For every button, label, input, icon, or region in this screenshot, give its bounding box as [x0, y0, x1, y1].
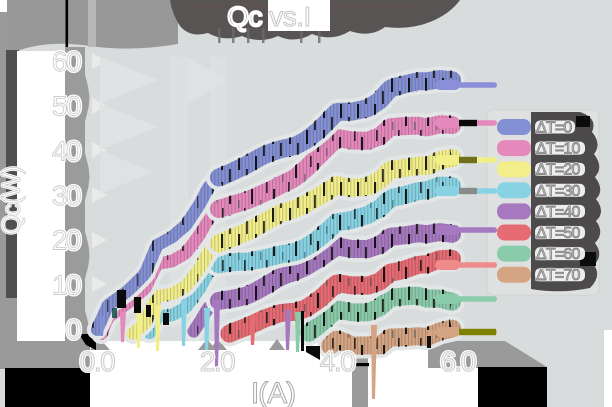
svg-text:4.0: 4.0 — [320, 346, 355, 377]
svg-text:ΔT=30: ΔT=30 — [536, 183, 581, 200]
svg-text:Qc vs.I: Qc vs.I — [227, 1, 311, 32]
svg-text:0.0: 0.0 — [80, 346, 115, 377]
svg-text:ΔT=20: ΔT=20 — [536, 162, 581, 179]
svg-text:40: 40 — [52, 135, 81, 166]
svg-text:6.0: 6.0 — [440, 346, 475, 377]
svg-text:4.0: 4.0 — [320, 346, 355, 377]
svg-text:ΔT=60: ΔT=60 — [536, 246, 581, 263]
svg-text:ΔT=10: ΔT=10 — [536, 141, 581, 158]
svg-text:50: 50 — [52, 91, 81, 122]
svg-text:ΔT=70: ΔT=70 — [536, 267, 581, 284]
svg-text:ΔT=70: ΔT=70 — [536, 267, 581, 284]
svg-text:Qc(W): Qc(W) — [0, 166, 26, 234]
svg-text:ΔT=0: ΔT=0 — [536, 120, 572, 137]
svg-text:ΔT=60: ΔT=60 — [536, 246, 581, 263]
svg-text:ΔT=0: ΔT=0 — [536, 120, 572, 137]
svg-text:ΔT=50: ΔT=50 — [536, 225, 581, 242]
svg-text:2.0: 2.0 — [200, 346, 235, 377]
svg-text:60: 60 — [52, 46, 81, 77]
svg-text:6.0: 6.0 — [440, 346, 475, 377]
svg-text:30: 30 — [52, 180, 81, 211]
svg-text:Qc vs.I: Qc vs.I — [227, 1, 311, 32]
svg-text:ΔT=30: ΔT=30 — [536, 183, 581, 200]
svg-text:0.0: 0.0 — [80, 346, 115, 377]
svg-text:0: 0 — [66, 314, 81, 345]
svg-text:60: 60 — [52, 46, 81, 77]
svg-text:20: 20 — [52, 225, 81, 256]
svg-text:20: 20 — [52, 225, 81, 256]
svg-text:ΔT=10: ΔT=10 — [536, 141, 581, 158]
svg-text:10: 10 — [52, 269, 81, 300]
svg-text:Qc(W): Qc(W) — [0, 166, 26, 234]
svg-text:30: 30 — [52, 180, 81, 211]
svg-text:ΔT=40: ΔT=40 — [536, 204, 581, 221]
svg-text:I(A): I(A) — [251, 377, 295, 407]
svg-text:10: 10 — [52, 269, 81, 300]
svg-text:ΔT=40: ΔT=40 — [536, 204, 581, 221]
svg-text:40: 40 — [52, 135, 81, 166]
svg-text:ΔT=20: ΔT=20 — [536, 162, 581, 179]
svg-text:2.0: 2.0 — [200, 346, 235, 377]
svg-text:50: 50 — [52, 91, 81, 122]
svg-text:0: 0 — [66, 314, 81, 345]
svg-text:ΔT=50: ΔT=50 — [536, 225, 581, 242]
